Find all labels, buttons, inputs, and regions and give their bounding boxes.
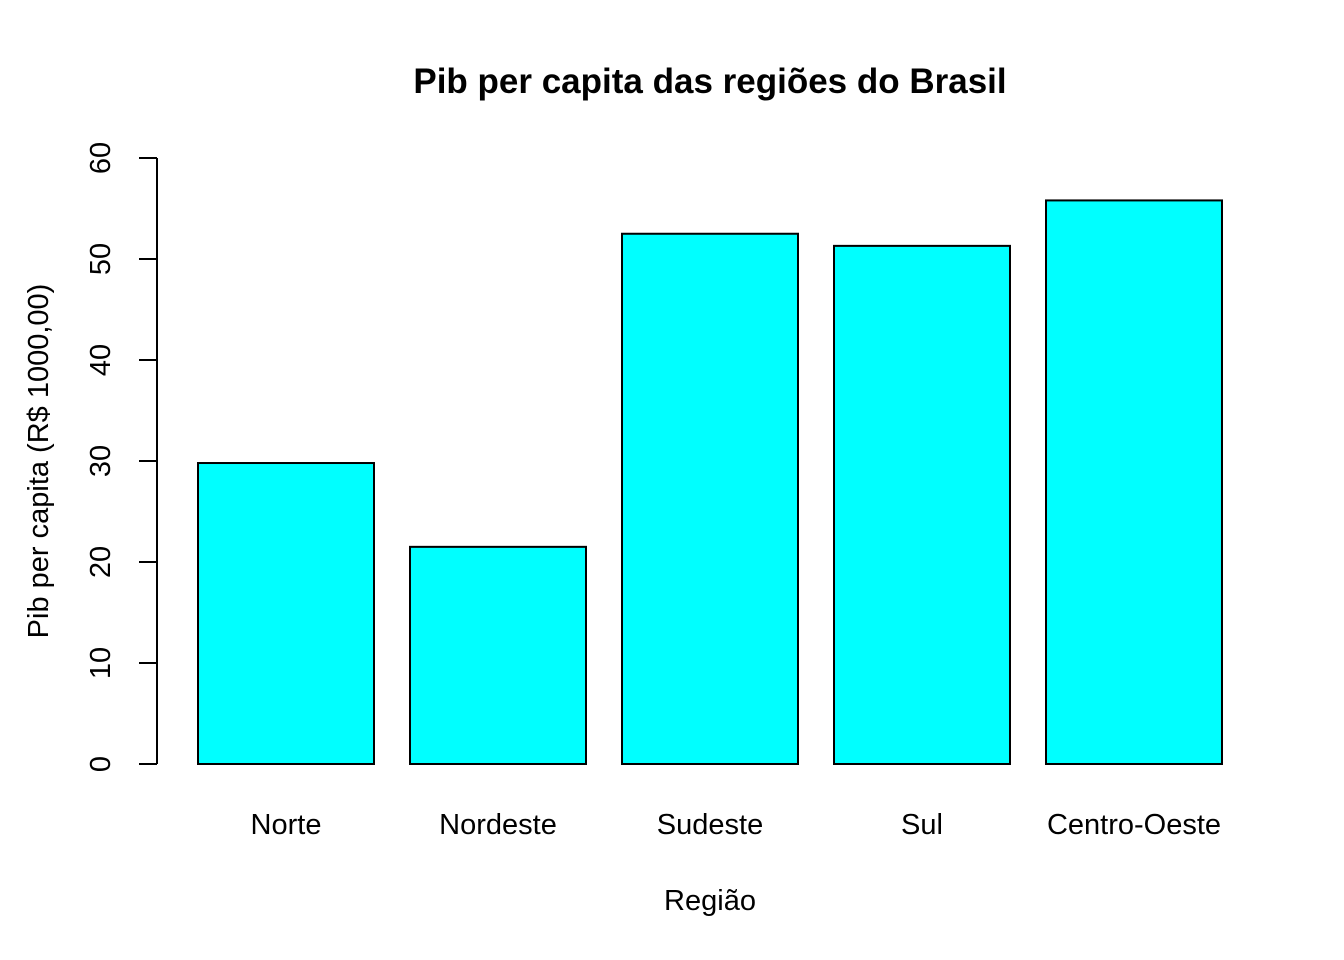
chart-title: Pib per capita das regiões do Brasil [413,62,1006,101]
y-tick-label: 10 [85,647,117,679]
bar-centro-oeste [1045,199,1223,766]
bar-sudeste [621,232,799,765]
y-tick-label: 30 [85,445,117,477]
y-axis-label: Pib per capita (R$ 1000,00) [23,284,55,639]
x-axis-label: Região [664,885,756,917]
x-tick-label: Centro-Oeste [1047,809,1221,841]
y-tick-label: 40 [85,344,117,376]
x-tick-label: Sudeste [657,809,763,841]
y-tick-label: 50 [85,243,117,275]
bar-sul [833,244,1011,765]
bars-group [197,199,1223,766]
y-axis: 0 10 20 30 40 50 60 [85,142,158,772]
bar-norte [197,462,375,765]
x-tick-label: Nordeste [439,809,557,841]
x-tick-label: Sul [901,809,943,841]
x-tick-label: Norte [251,809,322,841]
y-tick-label: 20 [85,546,117,578]
x-tick-labels: Norte Nordeste Sudeste Sul Centro-Oeste [251,809,1222,841]
bar-nordeste [409,545,587,765]
y-tick-label: 0 [85,756,117,772]
y-tick-label: 60 [85,142,117,174]
